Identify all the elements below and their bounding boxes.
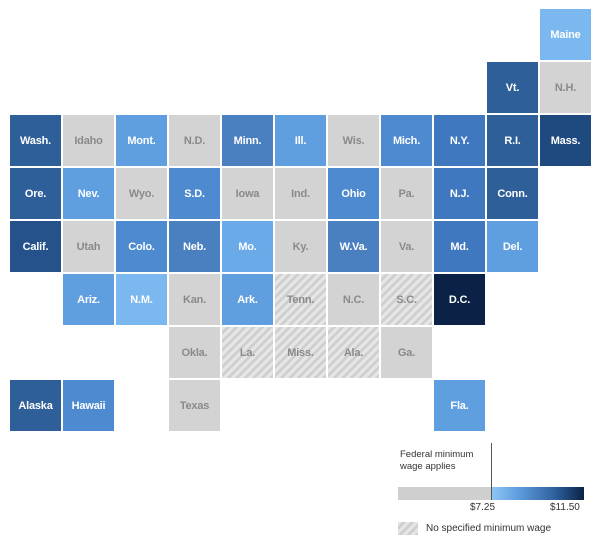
state-tile-mo: Mo. [222, 221, 273, 272]
state-tile-mich: Mich. [381, 115, 432, 166]
state-tile-miss: Miss. [275, 327, 326, 378]
state-tile-n-y: N.Y. [434, 115, 485, 166]
state-tile-wyo: Wyo. [116, 168, 167, 219]
state-tile-alaska: Alaska [10, 380, 61, 431]
legend-title: Federal minimum wage applies [400, 449, 474, 472]
state-tile-calif: Calif. [10, 221, 61, 272]
state-tile-utah: Utah [63, 221, 114, 272]
state-tile-ohio: Ohio [328, 168, 379, 219]
state-tile-vt: Vt. [487, 62, 538, 113]
state-tile-ga: Ga. [381, 327, 432, 378]
state-tile-wash: Wash. [10, 115, 61, 166]
state-tile-n-c: N.C. [328, 274, 379, 325]
state-tile-hawaii: Hawaii [63, 380, 114, 431]
state-tile-s-d: S.D. [169, 168, 220, 219]
legend-hatch-label: No specified minimum wage [426, 523, 552, 534]
state-tile-n-j: N.J. [434, 168, 485, 219]
state-tile-iowa: Iowa [222, 168, 273, 219]
state-tile-ala: Ala. [328, 327, 379, 378]
state-tile-la: La. [222, 327, 273, 378]
state-tile-nev: Nev. [63, 168, 114, 219]
state-tile-texas: Texas [169, 380, 220, 431]
state-tile-ore: Ore. [10, 168, 61, 219]
state-tile-n-m: N.M. [116, 274, 167, 325]
state-tile-n-d: N.D. [169, 115, 220, 166]
state-tile-r-i: R.I. [487, 115, 538, 166]
state-tile-conn: Conn. [487, 168, 538, 219]
state-tile-ind: Ind. [275, 168, 326, 219]
legend: Federal minimum wage applies $7.25 $11.5… [390, 440, 600, 547]
legend-min-label: $7.25 [470, 502, 496, 513]
state-tile-fla: Fla. [434, 380, 485, 431]
legend-gradient-bar [492, 487, 584, 500]
legend-max-label: $11.50 [550, 502, 580, 513]
state-tile-pa: Pa. [381, 168, 432, 219]
state-tile-wis: Wis. [328, 115, 379, 166]
state-tile-maine: Maine [540, 9, 591, 60]
state-tile-ky: Ky. [275, 221, 326, 272]
state-tile-w-va: W.Va. [328, 221, 379, 272]
state-tile-minn: Minn. [222, 115, 273, 166]
legend-divider [491, 443, 492, 500]
state-tile-colo: Colo. [116, 221, 167, 272]
state-tile-md: Md. [434, 221, 485, 272]
state-tile-idaho: Idaho [63, 115, 114, 166]
state-tile-mass: Mass. [540, 115, 591, 166]
state-tile-n-h: N.H. [540, 62, 591, 113]
state-tile-tenn: Tenn. [275, 274, 326, 325]
state-tile-del: Del. [487, 221, 538, 272]
state-tile-ill: Ill. [275, 115, 326, 166]
state-tile-va: Va. [381, 221, 432, 272]
tile-grid-map: Maine Vt. N.H. Wash. Idaho Mont. N.D. Minn. Ill.… [10, 9, 591, 431]
state-tile-s-c: S.C. [381, 274, 432, 325]
state-tile-neb: Neb. [169, 221, 220, 272]
state-tile-kan: Kan. [169, 274, 220, 325]
legend-hatch-swatch [398, 522, 418, 535]
state-tile-ark: Ark. [222, 274, 273, 325]
state-tile-mont: Mont. [116, 115, 167, 166]
state-tile-okla: Okla. [169, 327, 220, 378]
state-tile-ariz: Ariz. [63, 274, 114, 325]
legend-federal-bar [398, 487, 491, 500]
state-tile-d-c: D.C. [434, 274, 485, 325]
